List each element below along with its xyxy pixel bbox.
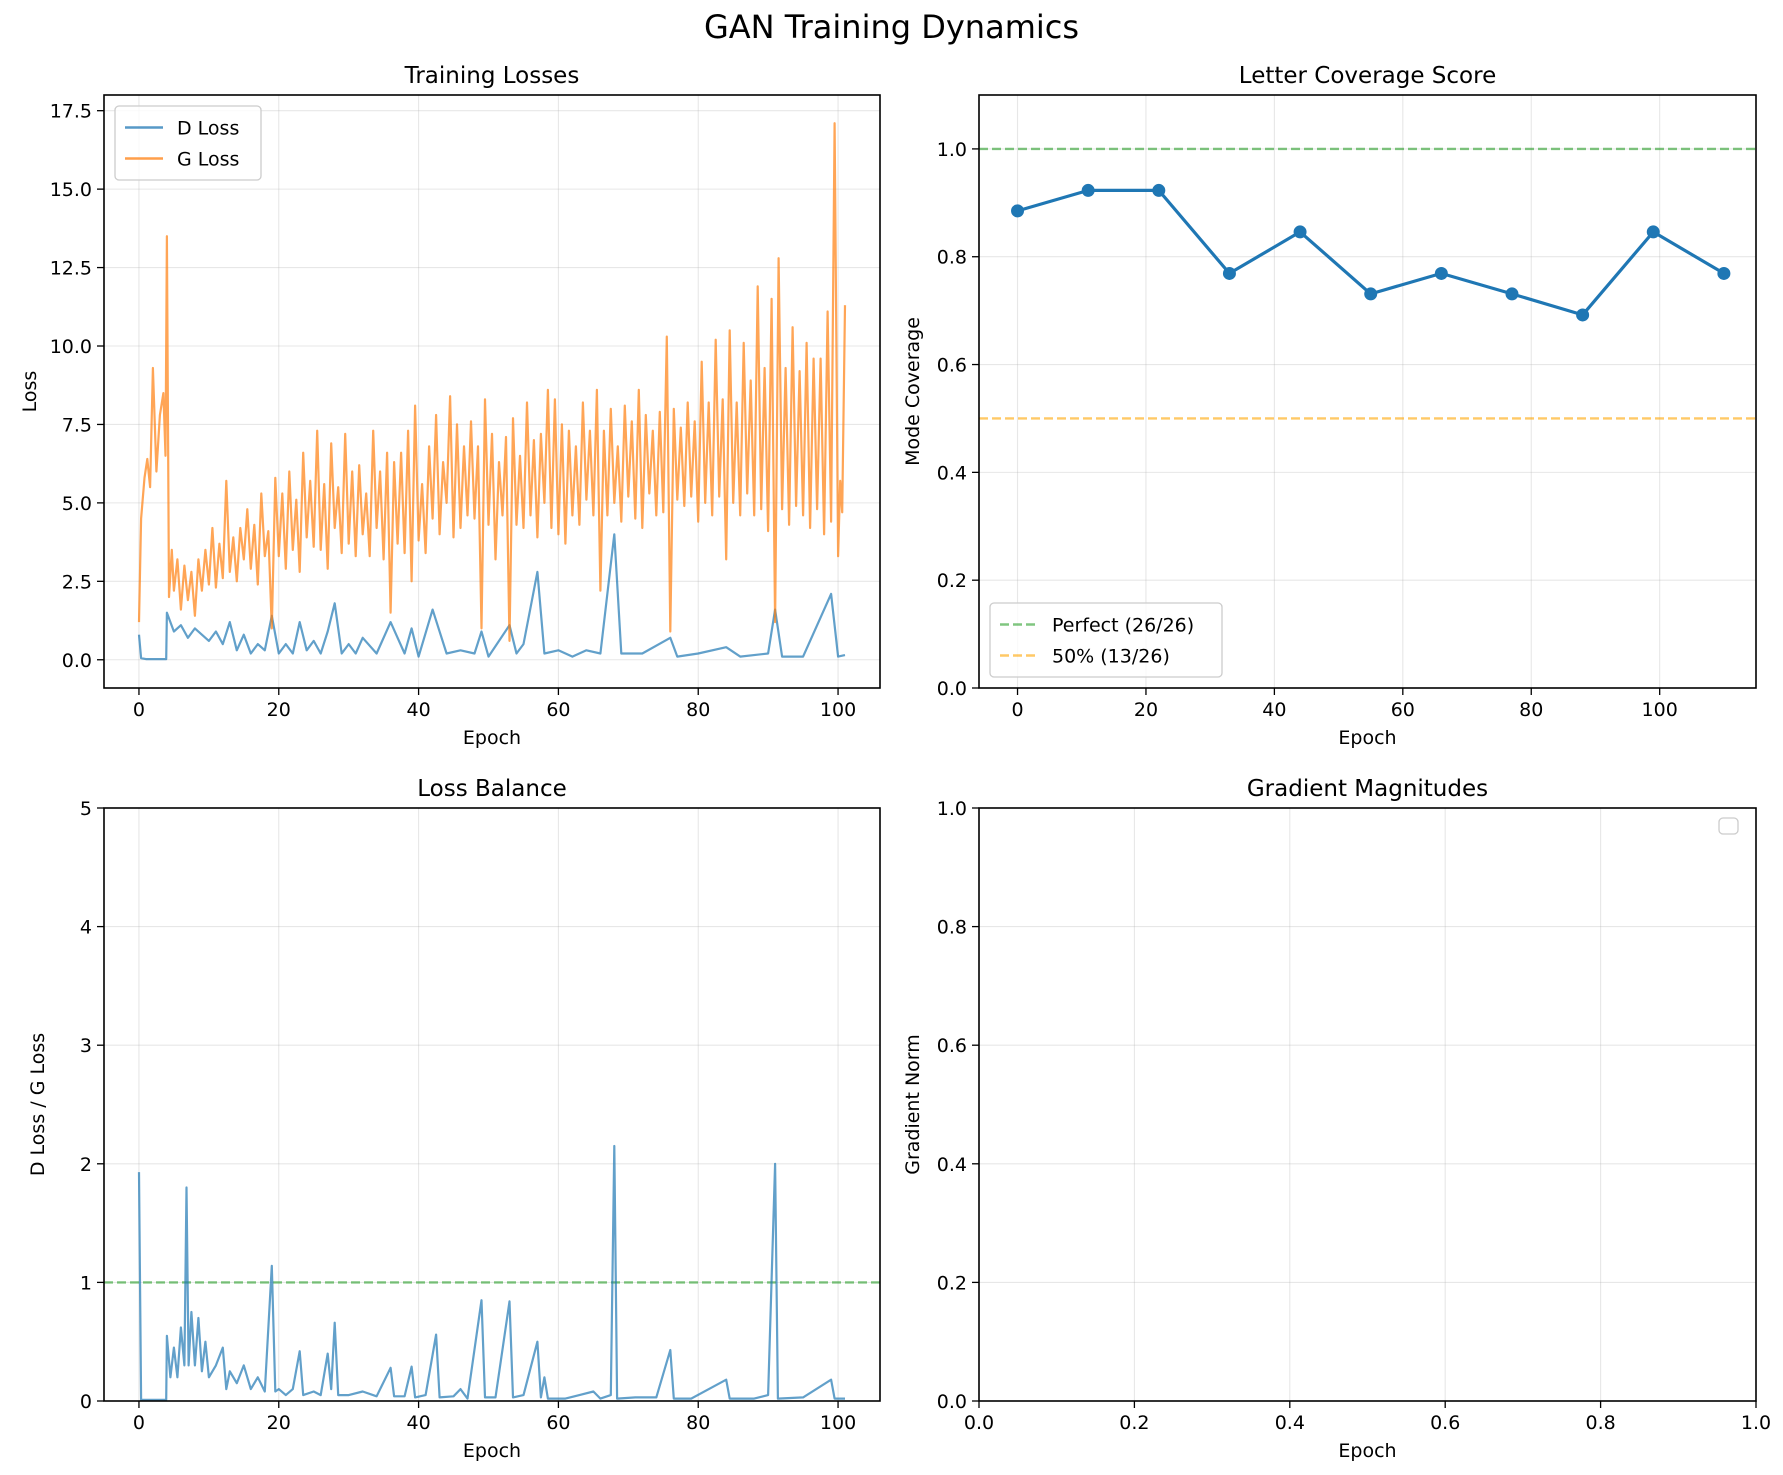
legend-label: Perfect (26/26) [1052, 615, 1194, 637]
chart-title: Letter Coverage Score [1239, 63, 1496, 89]
x-tick-label: 0.0 [964, 1412, 994, 1434]
y-tick-label: 17.5 [50, 101, 92, 123]
legend-label: G Loss [177, 149, 239, 171]
y-tick-label: 0.4 [937, 462, 967, 484]
x-tick-label: 0.2 [1119, 1412, 1149, 1434]
x-tick-label: 60 [546, 1412, 570, 1434]
x-axis-label: Epoch [463, 1440, 521, 1462]
axes-frame [103, 807, 881, 1402]
y-tick-label: 15.0 [50, 179, 92, 201]
chart-training_losses: 0 20 40 60 80 100 0.0 2.5 5.0 7.5 10.0 12.5 15.0 17.5… [19, 63, 881, 749]
y-tick-label: 5 [80, 798, 92, 820]
axes-frame [978, 807, 1757, 1402]
legend-label: D Loss [177, 118, 239, 140]
y-tick-label: 2.5 [62, 571, 92, 593]
data-point [1011, 204, 1025, 218]
legend-box [114, 105, 262, 181]
chart-loss_balance: 0 20 40 60 80 100 0 1 2 3 4 5 Loss Balance Epoch D Los… [27, 776, 881, 1462]
data-point [1152, 183, 1166, 197]
y-tick-label: 2 [80, 1154, 92, 1176]
y-axis-label: Loss [19, 371, 41, 413]
axes-frame [103, 94, 881, 689]
y-tick-label: 10.0 [50, 336, 92, 358]
chart-letter_coverage: 0 20 40 60 80 100 0.0 0.2 0.4 0.6 0.8 1.0 Letter Cov… [902, 63, 1757, 749]
data-point [1081, 183, 1095, 197]
x-tick-label: 0 [1011, 699, 1023, 721]
data-point [1576, 308, 1590, 322]
x-tick-label: 100 [1642, 699, 1678, 721]
data-point [1434, 266, 1448, 280]
x-tick-label: 1.0 [1741, 1412, 1771, 1434]
data-point [1646, 225, 1660, 239]
x-tick-label: 40 [407, 1412, 431, 1434]
x-tick-label: 20 [267, 1412, 291, 1434]
chart-title: Gradient Magnitudes [1247, 776, 1488, 802]
y-tick-label: 0.2 [937, 570, 967, 592]
data-point [1222, 266, 1236, 280]
plot-area [137, 122, 847, 661]
x-tick-label: 20 [267, 699, 291, 721]
y-tick-label: 1.0 [937, 798, 967, 820]
x-tick-label: 80 [686, 1412, 710, 1434]
legend-box [1718, 817, 1739, 835]
data-point [1364, 287, 1378, 301]
y-tick-label: 4 [80, 917, 92, 939]
x-tick-label: 0 [133, 699, 145, 721]
y-tick-label: 0.0 [937, 1391, 967, 1413]
legend: D Loss G Loss [114, 105, 262, 181]
y-tick-label: 0.6 [937, 1035, 967, 1057]
x-axis-label: Epoch [463, 727, 521, 749]
y-tick-label: 3 [80, 1035, 92, 1057]
x-tick-label: 60 [546, 699, 570, 721]
data-point [1717, 266, 1731, 280]
y-tick-label: 0 [80, 1391, 92, 1413]
y-tick-label: 12.5 [50, 258, 92, 280]
y-tick-label: 0.0 [937, 678, 967, 700]
y-tick-label: 0.4 [937, 1154, 967, 1176]
series-line-0 [137, 1144, 845, 1401]
chart-title: Loss Balance [417, 776, 567, 802]
legend-box [989, 602, 1223, 678]
y-axis-label: Mode Coverage [902, 317, 924, 466]
legend [1718, 817, 1739, 835]
figure-title: GAN Training Dynamics [703, 8, 1080, 46]
y-tick-label: 0.0 [62, 650, 92, 672]
x-axis-label: Epoch [1338, 1440, 1396, 1462]
x-tick-label: 20 [1134, 699, 1158, 721]
y-axis-label: Gradient Norm [902, 1034, 924, 1175]
x-tick-label: 0.6 [1430, 1412, 1460, 1434]
y-tick-label: 1.0 [937, 139, 967, 161]
plot-area [979, 147, 1756, 420]
y-tick-label: 0.2 [937, 1272, 967, 1294]
y-tick-label: 1 [80, 1272, 92, 1294]
x-tick-label: 100 [820, 699, 856, 721]
y-tick-label: 0.6 [937, 355, 967, 377]
x-tick-label: 80 [686, 699, 710, 721]
y-axis-label: D Loss / G Loss [27, 1033, 49, 1176]
axes-frame [978, 94, 1757, 689]
x-tick-label: 0.4 [1275, 1412, 1305, 1434]
data-point [1505, 287, 1519, 301]
y-tick-label: 7.5 [62, 414, 92, 436]
x-tick-label: 0.8 [1585, 1412, 1615, 1434]
plot-area [104, 1144, 880, 1401]
y-tick-label: 0.8 [937, 917, 967, 939]
series-line-g-loss [137, 122, 847, 642]
legend-label: 50% (13/26) [1052, 646, 1170, 668]
series-line-d-loss [137, 533, 846, 661]
data-point [1293, 225, 1307, 239]
chart-title: Training Losses [404, 63, 580, 89]
x-tick-label: 40 [1262, 699, 1286, 721]
x-tick-label: 80 [1519, 699, 1543, 721]
y-tick-label: 5.0 [62, 493, 92, 515]
y-tick-label: 0.8 [937, 247, 967, 269]
chart-gradient_magnitudes: 0.0 0.2 0.4 0.6 0.8 1.0 0.0 0.2 0.4 0.6 0.8 1.0 Grad… [902, 776, 1771, 1462]
x-tick-label: 0 [133, 1412, 145, 1434]
x-tick-label: 40 [407, 699, 431, 721]
x-tick-label: 60 [1391, 699, 1415, 721]
x-axis-label: Epoch [1338, 727, 1396, 749]
legend: Perfect (26/26) 50% (13/26) [989, 602, 1223, 678]
x-tick-label: 100 [820, 1412, 856, 1434]
